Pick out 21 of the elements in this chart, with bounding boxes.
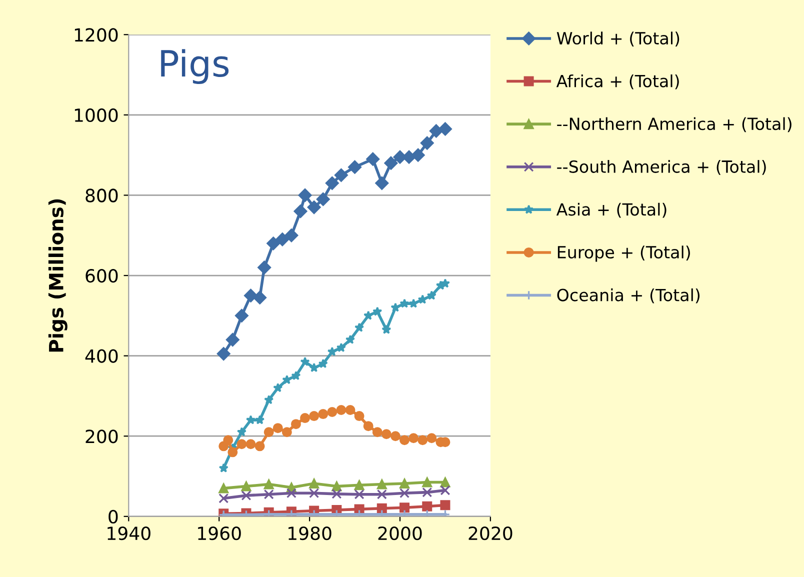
- legend-label: --South America + (Total): [557, 160, 766, 175]
- legend-label: Europe + (Total): [558, 246, 690, 262]
- chart-title: Pigs: [161, 49, 229, 84]
- y-tick-label: 600: [86, 268, 118, 283]
- x-tick-label: 1980: [288, 526, 332, 540]
- x-tick-label: 1960: [198, 526, 241, 540]
- y-tick-label: 1200: [74, 28, 118, 42]
- y-tick-label: 400: [85, 349, 118, 363]
- legend-label: --Northern America + (Total): [557, 117, 792, 132]
- y-tick-label: 800: [86, 188, 118, 202]
- legend-label: Oceania + (Total): [557, 288, 700, 304]
- x-tick-label: 1940: [108, 526, 150, 540]
- x-tick-label: 2020: [468, 526, 512, 540]
- y-tick-label: 200: [86, 430, 118, 444]
- legend-label: Asia + (Total): [556, 202, 666, 218]
- y-tick-label: 0: [108, 510, 118, 524]
- legend-label: World + (Total): [556, 32, 680, 47]
- legend-label: Africa + (Total): [556, 74, 679, 90]
- y-axis-title: Pigs (Millions): [48, 199, 68, 352]
- x-tick-label: 2000: [378, 526, 422, 540]
- y-tick-label: 1000: [74, 108, 118, 122]
